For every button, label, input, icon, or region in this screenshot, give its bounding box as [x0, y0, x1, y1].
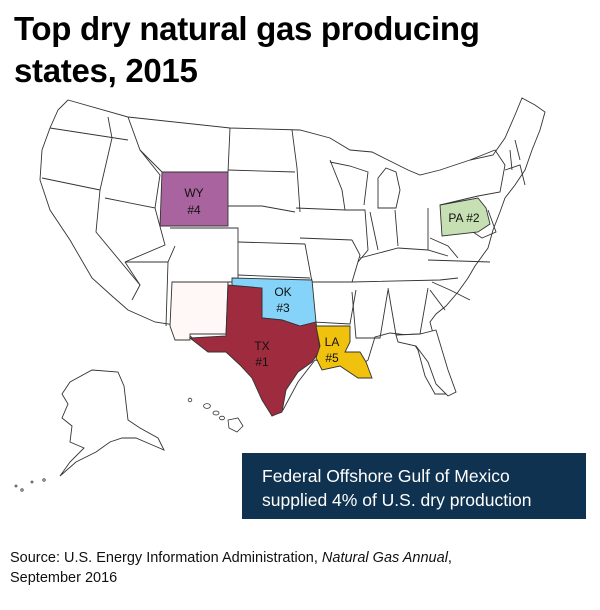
border-tn-ky — [351, 277, 459, 283]
border-va-nc — [427, 259, 491, 263]
source-publication: Natural Gas Annual — [321, 550, 448, 566]
florida-outline — [395, 329, 457, 397]
page-title: Top dry natural gas producing states, 20… — [14, 8, 574, 92]
border-ms-al — [351, 289, 389, 339]
border-wi — [329, 161, 369, 206]
callout-line-2: supplied 4% of U.S. dry production — [262, 490, 532, 510]
state-wy — [159, 171, 229, 227]
label-ok-rank: #3 — [276, 301, 290, 315]
state-labels: WY #4 OK #3 TX #1 LA #5 PA #2 — [184, 186, 480, 369]
border-new-england — [504, 139, 526, 186]
border-nv-ut — [124, 207, 166, 263]
border-sd-ne — [228, 205, 296, 213]
hawaii-islands — [187, 397, 244, 433]
label-la-abbr: LA — [325, 335, 340, 349]
label-ok-abbr: OK — [274, 285, 291, 299]
border-il — [345, 209, 369, 263]
label-la-rank: #5 — [325, 351, 339, 365]
border-ia-mo — [299, 237, 353, 241]
label-wy-rank: #4 — [187, 203, 201, 217]
title-line-2: states, 2015 — [14, 52, 198, 89]
border-sc-ga — [429, 289, 446, 311]
border-nd-sd — [227, 169, 296, 173]
border-mi — [377, 167, 401, 209]
label-wy-abbr: WY — [184, 186, 203, 200]
border-nd-mn — [291, 129, 301, 213]
state-pa — [439, 197, 491, 237]
border-az-west — [124, 261, 141, 286]
callout-line-1: Federal Offshore Gulf of Mexico — [262, 466, 510, 486]
border-id-east — [104, 116, 161, 209]
title-line-1: Top dry natural gas producing — [14, 10, 480, 47]
source-note: Source: U.S. Energy Information Administ… — [10, 548, 590, 588]
border-nc-sc — [431, 281, 471, 301]
source-prefix: Source: U.S. Energy Information Administ… — [10, 550, 322, 566]
offshore-callout: Federal Offshore Gulf of Mexico supplied… — [242, 453, 586, 519]
border-wv — [429, 237, 459, 259]
source-suffix: , — [447, 550, 452, 566]
label-pa: PA #2 — [448, 211, 479, 225]
border-in-oh — [369, 209, 399, 251]
source-date: September 2016 — [10, 570, 118, 586]
border-wa-or — [49, 127, 129, 141]
state-tx — [188, 284, 321, 417]
border-mn-ia — [295, 159, 346, 211]
alaska-outline — [59, 369, 165, 477]
border-id-west — [99, 116, 113, 191]
border-or-ca — [41, 177, 101, 191]
border-ca-nv — [95, 189, 141, 301]
border-ne-ks — [237, 241, 306, 245]
state-nm — [169, 281, 229, 341]
border-ks-ok — [237, 274, 311, 279]
border-nj-md — [469, 209, 497, 239]
state-la — [315, 325, 373, 379]
border-az-nm — [165, 261, 169, 327]
label-tx-abbr: TX — [254, 339, 269, 353]
border-ny — [439, 149, 506, 206]
border-ky-north — [359, 247, 449, 259]
alaska-islands — [14, 478, 46, 492]
border-mt-nd — [227, 127, 231, 173]
label-tx-rank: #1 — [255, 355, 269, 369]
